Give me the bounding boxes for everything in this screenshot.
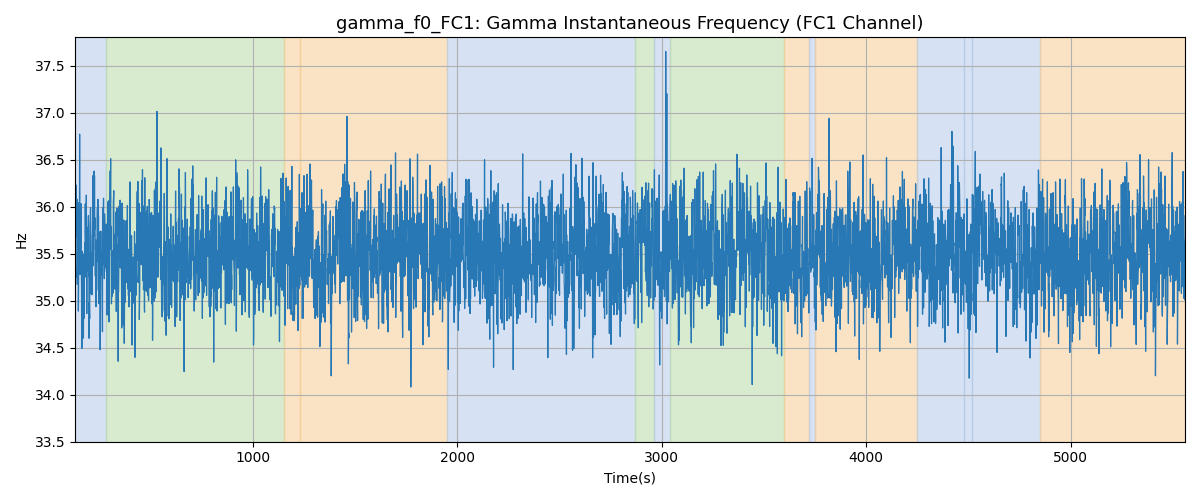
X-axis label: Time(s): Time(s): [604, 471, 656, 485]
Bar: [965, 38, 972, 442]
Bar: [76, 38, 106, 442]
Bar: [972, 38, 1040, 442]
Bar: [785, 38, 809, 442]
Bar: [1040, 38, 1186, 442]
Title: gamma_f0_FC1: Gamma Instantaneous Frequency (FC1 Channel): gamma_f0_FC1: Gamma Instantaneous Freque…: [336, 15, 924, 34]
Bar: [448, 38, 635, 442]
Bar: [283, 38, 300, 442]
Bar: [300, 38, 448, 442]
Bar: [815, 38, 917, 442]
Bar: [917, 38, 965, 442]
Bar: [809, 38, 815, 442]
Bar: [670, 38, 785, 442]
Bar: [654, 38, 670, 442]
Bar: [635, 38, 654, 442]
Bar: [106, 38, 283, 442]
Y-axis label: Hz: Hz: [14, 230, 29, 248]
